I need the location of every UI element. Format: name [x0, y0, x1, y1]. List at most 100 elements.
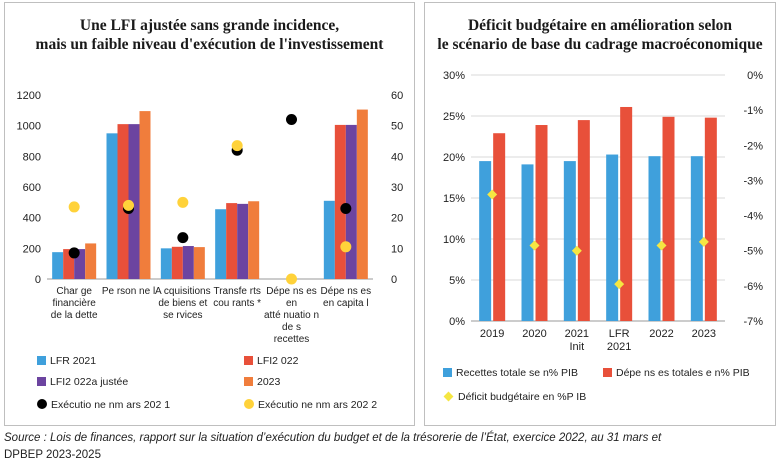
- y-tick-label: 30%: [443, 70, 465, 82]
- scatter-point: [286, 273, 297, 285]
- legend-item: LFI2 022a justée: [37, 376, 128, 388]
- category-label: A cquisitions de biens et se rvices: [155, 286, 211, 321]
- scatter-point: [340, 202, 352, 214]
- category-label-line: en capita l: [323, 298, 369, 309]
- y2-tick-label: 10: [391, 243, 403, 255]
- y-tick-label: 0%: [449, 316, 465, 328]
- source-note: Source : Lois de finances, rapport sur l…: [4, 430, 778, 464]
- category-label-line: Transfe rts: [213, 286, 260, 297]
- category-label-line: financière: [52, 298, 96, 309]
- bar: [334, 124, 346, 280]
- bar: [237, 203, 249, 279]
- scatter-point: [340, 241, 352, 253]
- scatter-point: [68, 247, 80, 259]
- category-label-line: Pe rson ne l: [102, 286, 155, 297]
- bar: [139, 111, 151, 279]
- diamond-point: [698, 236, 709, 247]
- scatter-point: [177, 232, 189, 244]
- legend-label: Dépe ns es totales e n% PIB: [616, 367, 750, 379]
- y-tick-label: 25%: [443, 111, 465, 123]
- legend-label: Exécutio ne nm ars 202 2: [258, 399, 378, 411]
- category-label-line: 2021: [607, 341, 631, 353]
- y-tick-label: 15%: [443, 193, 465, 205]
- category-label: 2019: [480, 328, 504, 340]
- y2-tick-label: -7%: [743, 316, 763, 328]
- legend-item: Exécutio ne nm ars 202 2: [244, 399, 377, 411]
- bar: [52, 252, 64, 279]
- category-label: Dépe ns es en atté nuatio n de s recettes: [264, 286, 319, 345]
- category-label-line: LFR: [609, 328, 630, 340]
- bar: [85, 243, 97, 279]
- diamond-point: [529, 240, 540, 251]
- bar: [193, 247, 205, 279]
- y-tick-label: 800: [23, 151, 41, 163]
- y2-tick-label: -3%: [743, 175, 763, 187]
- category-label: 2023: [692, 328, 716, 340]
- scatter-point: [231, 140, 243, 152]
- bar: [704, 117, 717, 321]
- category-label-line: 2023: [692, 328, 716, 340]
- category-label: Transfe rts cou rants *: [213, 286, 261, 309]
- legend-marker: [244, 399, 254, 409]
- legend-marker: [244, 377, 253, 386]
- legend-label: LFI2 022: [257, 355, 299, 367]
- bar: [356, 109, 368, 279]
- bar: [493, 133, 506, 321]
- legend-marker: [244, 356, 253, 365]
- category-label-line: Char ge: [56, 286, 92, 297]
- y2-tick-label: 0%: [747, 70, 763, 82]
- category-label-line: 2019: [480, 328, 504, 340]
- legend-item: Recettes totale se n% PIB: [443, 367, 578, 379]
- y2-tick-label: 30: [391, 182, 403, 194]
- category-label-line: atté nuatio n: [264, 310, 319, 321]
- y-tick-label: 10%: [443, 234, 465, 246]
- bar: [182, 246, 194, 279]
- bar: [479, 161, 492, 321]
- chart-title-left-line1: Une LFI ajustée sans grande incidence,: [79, 17, 340, 34]
- category-label-line: de s: [282, 322, 301, 333]
- y-tick-label: 5%: [449, 275, 465, 287]
- chart-title-left-line2: mais un faible niveau d'exécution de l'i…: [35, 36, 384, 53]
- y2-tick-label: 0: [391, 274, 397, 286]
- y-tick-label: 1200: [17, 90, 41, 102]
- y2-tick-label: 40: [391, 151, 403, 163]
- category-label-line: Init: [569, 341, 584, 353]
- legend-marker: [37, 356, 46, 365]
- bar: [648, 156, 661, 321]
- source-note-line1: Source : Lois de finances, rapport sur l…: [4, 432, 662, 444]
- legend-item: Dépe ns es totales e n% PIB: [603, 367, 750, 379]
- bar: [563, 161, 576, 321]
- y2-tick-label: -5%: [743, 246, 763, 258]
- category-label-line: se rvices: [163, 310, 202, 321]
- category-label: 2020: [522, 328, 546, 340]
- bar: [577, 120, 590, 321]
- bar: [521, 164, 534, 321]
- scatter-point: [286, 114, 297, 126]
- y-tick-label: 1000: [17, 121, 41, 133]
- y2-tick-label: -6%: [743, 281, 763, 293]
- legend-label: LFI2 022a justée: [50, 376, 129, 388]
- chart-panel-left: Une LFI ajustée sans grande incidence, m…: [4, 2, 415, 426]
- bar: [117, 124, 129, 279]
- legend-item: LFR 2021: [37, 355, 96, 367]
- y-tick-label: 0: [35, 274, 41, 286]
- scatter-point: [123, 199, 134, 211]
- chart-panel-right: Déficit budgétaire en amélioration selon…: [424, 2, 776, 426]
- y2-tick-label: -1%: [743, 105, 763, 117]
- category-label-line: 2022: [649, 328, 673, 340]
- category-label: Char ge financière de la dette: [51, 286, 98, 321]
- bar: [535, 125, 548, 322]
- category-label: Dépe ns es en capita l: [321, 286, 372, 309]
- bar: [160, 248, 172, 279]
- legend-item: LFI2 022: [244, 355, 298, 367]
- category-label-line: en: [286, 298, 297, 309]
- chart-title-left: Une LFI ajustée sans grande incidence, m…: [5, 16, 414, 54]
- legend-marker: [603, 368, 612, 377]
- bar: [215, 209, 227, 279]
- category-label-line: recettes: [274, 334, 310, 345]
- y2-tick-label: 60: [391, 90, 403, 102]
- category-label: Pe rson ne l: [102, 286, 155, 297]
- diamond-point: [571, 245, 582, 256]
- y-tick-label: 200: [23, 243, 41, 255]
- diamond-point: [614, 279, 625, 290]
